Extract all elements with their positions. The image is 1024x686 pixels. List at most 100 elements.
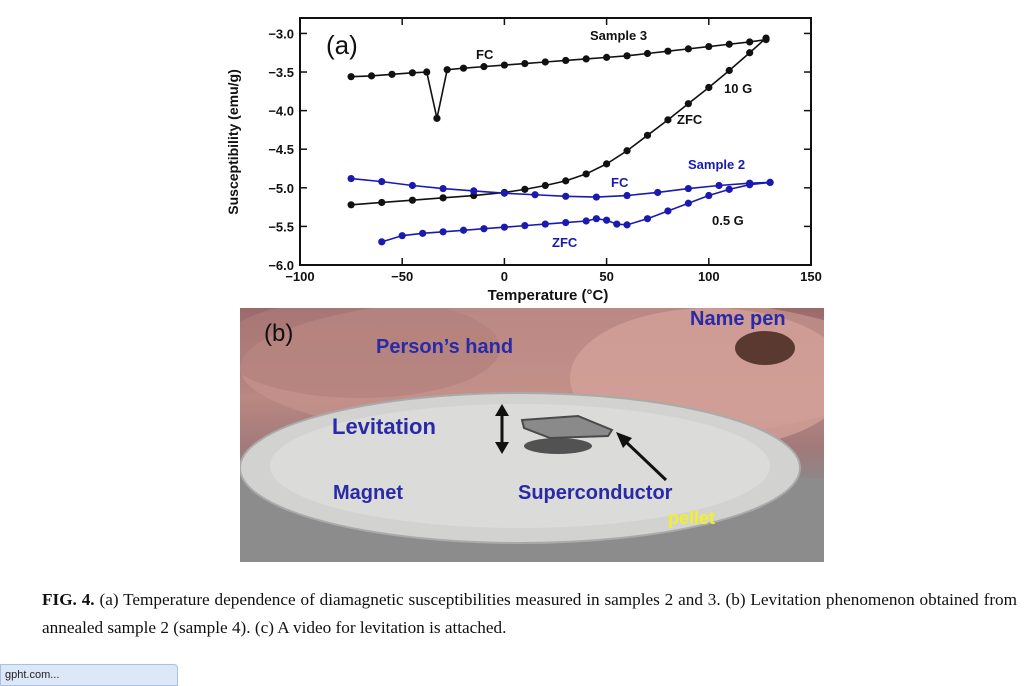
- series-line: [351, 38, 767, 119]
- levitation-photo-illustration: [240, 308, 824, 562]
- plot-frame: [299, 17, 812, 266]
- series-line: [351, 37, 767, 206]
- data-point: [562, 56, 570, 65]
- data-point: [439, 228, 447, 236]
- data-point: [378, 178, 386, 186]
- data-point: [541, 181, 549, 190]
- x-tick-label: 150: [800, 269, 822, 284]
- data-point: [419, 229, 427, 237]
- series-line: [381, 181, 771, 243]
- data-point: [459, 64, 468, 72]
- data-point: [541, 220, 549, 228]
- data-point: [439, 184, 447, 193]
- data-point: [603, 53, 611, 61]
- data-point: [378, 238, 386, 246]
- pointer-arrow-icon: [616, 432, 632, 448]
- data-point: [582, 170, 590, 178]
- data-point: [623, 52, 631, 60]
- x-tick-label: 0: [501, 269, 508, 284]
- annotation-sample3: Sample 3: [590, 28, 647, 43]
- data-point: [433, 114, 441, 122]
- data-point: [408, 69, 417, 77]
- data-point: [521, 222, 529, 230]
- panel-a-label: (a): [326, 30, 358, 60]
- y-tick-label: −5.5: [268, 219, 294, 234]
- y-tick-label: −4.0: [268, 104, 294, 119]
- y-tick-label: −3.5: [268, 65, 294, 80]
- label-persons-hand: Person’s hand: [376, 336, 514, 358]
- y-tick-label: −5.0: [268, 181, 294, 196]
- susceptibility-chart: −100 −50 0 50 100 150 −6.0 −5.5 −5.0 −4.5 −4.0 −3.5…: [225, 17, 822, 304]
- y-tick-label: −6.0: [268, 258, 294, 273]
- y-tick-label: −3.0: [268, 26, 294, 41]
- data-point: [725, 40, 733, 48]
- data-point: [623, 191, 631, 200]
- label-superconductor: Superconductor: [518, 482, 673, 504]
- data-point: [541, 58, 549, 66]
- data-point: [582, 55, 590, 63]
- annotation-sample2-fc: FC: [611, 175, 629, 190]
- data-point: [746, 49, 754, 57]
- data-point: [562, 177, 570, 185]
- data-point: [684, 184, 692, 193]
- data-point: [408, 196, 417, 204]
- data-point: [684, 45, 692, 53]
- data-point: [408, 181, 417, 190]
- x-tick-label: −100: [285, 269, 314, 284]
- data-point: [664, 207, 672, 215]
- x-axis-label: Temperature (°C): [488, 287, 609, 304]
- data-point: [746, 181, 754, 189]
- annotation-sample2-field: 0.5 G: [712, 213, 744, 228]
- annotation-sample3-fc: FC: [476, 47, 494, 62]
- data-point: [643, 49, 652, 58]
- data-point: [500, 61, 508, 69]
- annotation-sample2-zfc: ZFC: [552, 235, 578, 250]
- data-point: [705, 83, 713, 92]
- data-point: [746, 38, 754, 46]
- figure-caption: FIG. 4. (a) Temperature dependence of di…: [42, 586, 1017, 642]
- label-pellet: pellet: [668, 508, 716, 528]
- data-point: [664, 116, 672, 124]
- x-tick-label: 50: [599, 269, 613, 284]
- data-point: [398, 232, 406, 240]
- data-point: [500, 189, 508, 197]
- data-point: [684, 199, 692, 207]
- levitation-photo: (b) Person’s hand Name pen Levitation Ma…: [240, 308, 824, 562]
- data-point: [715, 181, 723, 190]
- data-point: [725, 66, 733, 75]
- data-point: [684, 100, 692, 108]
- label-magnet: Magnet: [333, 482, 403, 504]
- data-point: [388, 70, 396, 78]
- browser-status-bar: gpht.com...: [0, 664, 178, 686]
- data-point: [762, 34, 770, 42]
- caption-text: (a) Temperature dependence of diamagneti…: [42, 590, 1018, 637]
- y-tick-label: −4.5: [268, 142, 294, 157]
- data-point: [725, 185, 733, 193]
- data-point: [423, 68, 431, 76]
- y-axis-label: Susceptibility (emu/g): [225, 69, 241, 214]
- data-point: [623, 221, 631, 229]
- data-point: [470, 187, 478, 195]
- data-point: [347, 174, 355, 183]
- annotation-sample2: Sample 2: [688, 157, 745, 172]
- series-sample-2-zfc: [378, 178, 774, 246]
- data-point: [603, 160, 611, 168]
- data-point: [367, 72, 376, 80]
- data-point: [500, 223, 508, 231]
- data-point: [439, 194, 447, 202]
- data-point: [347, 201, 355, 209]
- data-point: [480, 63, 488, 71]
- levitation-arrow-up-icon: [495, 404, 509, 416]
- data-point: [347, 73, 355, 81]
- data-point: [480, 225, 488, 233]
- data-point: [459, 226, 468, 234]
- superconductor-pellet: [520, 414, 614, 440]
- x-tick-label: −50: [391, 269, 413, 284]
- data-point: [643, 215, 652, 223]
- data-point: [592, 215, 600, 223]
- series-sample-3-fc: [347, 36, 770, 122]
- figure-number: FIG. 4.: [42, 590, 95, 609]
- data-point: [705, 42, 713, 51]
- data-point: [613, 220, 621, 228]
- data-point: [562, 192, 570, 200]
